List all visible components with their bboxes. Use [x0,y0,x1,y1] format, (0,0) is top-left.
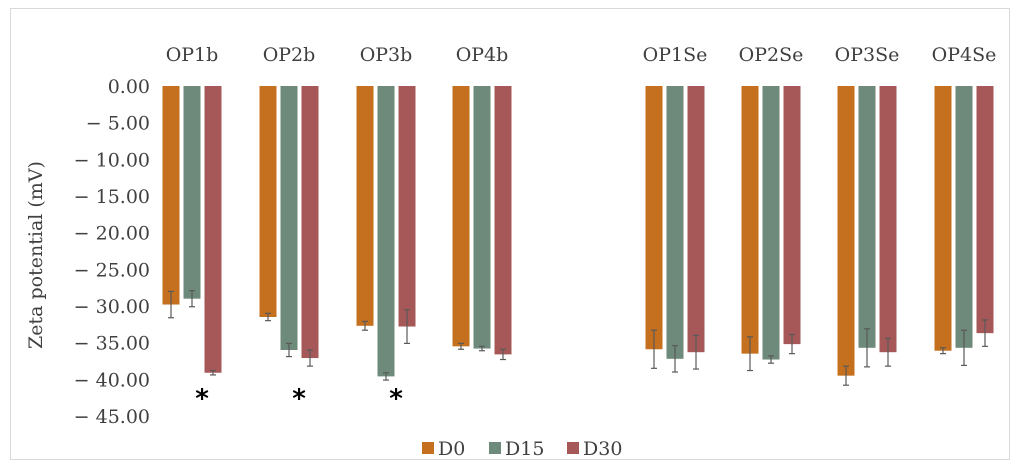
bar-d0 [934,86,952,351]
error-bar [458,342,464,350]
legend-label: D15 [505,438,544,460]
bar-d30 [301,86,319,359]
bar-d15 [762,86,780,360]
bar-d15 [955,86,973,348]
bar-d15 [280,86,298,350]
error-bar [383,372,389,381]
bar-d0 [259,86,277,317]
legend-swatch [422,442,434,454]
bar-d15 [666,86,684,359]
error-bar [982,319,988,347]
error-bar [168,290,174,319]
error-bar [940,347,946,355]
bar-d30 [687,86,705,353]
significance-star: * [195,384,209,414]
category-label: OP3b [360,44,413,66]
legend-swatch [489,442,501,454]
y-tick-label: − 30.00 [74,296,150,318]
bar-d30 [494,86,512,355]
error-bar [189,290,195,308]
bar-d30 [204,86,222,373]
bar-d0 [645,86,663,350]
y-axis-label: Zeta potential (mV) [25,161,47,349]
error-bar [747,336,753,372]
error-bar [307,349,313,367]
error-bar [265,312,271,322]
error-bar [286,342,292,358]
category-label: OP2b [263,44,316,66]
category-label: OP1b [166,44,219,66]
error-bar [404,309,410,344]
error-bar [362,320,368,331]
y-tick-label: − 35.00 [74,333,150,355]
legend-swatch [567,442,579,454]
error-bar [961,329,967,366]
category-labels: OP1b OP2b OP3b OP4b OP1Se OP2Se OP3Se OP4Se [166,44,997,66]
bar-d0 [356,86,374,326]
bars [162,86,994,377]
error-bar [210,369,216,376]
error-bar [651,329,657,369]
significance-star: * [292,384,306,414]
bar-d15 [183,86,201,299]
legend: D0 D15 D30 [422,438,622,460]
bar-d30 [398,86,416,327]
bar-d15 [377,86,395,377]
error-bar [885,337,891,367]
y-tick-label: − 15.00 [74,186,150,208]
y-tick-label: − 40.00 [74,369,150,391]
bar-d30 [976,86,994,334]
error-bar [500,348,506,361]
bar-d15 [858,86,876,348]
error-bar [768,355,774,364]
category-label: OP1Se [643,44,708,66]
y-tick-label: 0.00 [108,76,150,98]
y-tick-label: − 20.00 [74,223,150,245]
y-tick-label: − 10.00 [74,149,150,171]
y-tick-label: − 5.00 [86,113,150,135]
bar-d0 [741,86,759,354]
significance-markers: * * * [195,384,403,414]
legend-label: D0 [438,438,465,460]
y-axis-ticks: 0.00 − 5.00 − 10.00 − 15.00 − 20.00 − 25.00 − … [74,76,150,428]
category-label: OP4b [456,44,509,66]
category-label: OP3Se [835,44,900,66]
y-tick-label: − 25.00 [74,259,150,281]
bar-d30 [879,86,897,353]
bar-d0 [452,86,470,347]
error-bars [168,290,988,386]
legend-label: D30 [583,438,622,460]
category-label: OP4Se [932,44,997,66]
bar-d30 [783,86,801,345]
y-tick-label: − 45.00 [74,406,150,428]
error-bar [843,365,849,386]
error-bar [672,345,678,373]
bar-d15 [473,86,491,349]
error-bar [693,334,699,370]
bar-d0 [162,86,180,305]
significance-star: * [389,384,403,414]
error-bar [789,334,795,355]
error-bar [864,328,870,368]
category-label: OP2Se [739,44,804,66]
error-bar [479,345,485,352]
bar-d0 [837,86,855,376]
